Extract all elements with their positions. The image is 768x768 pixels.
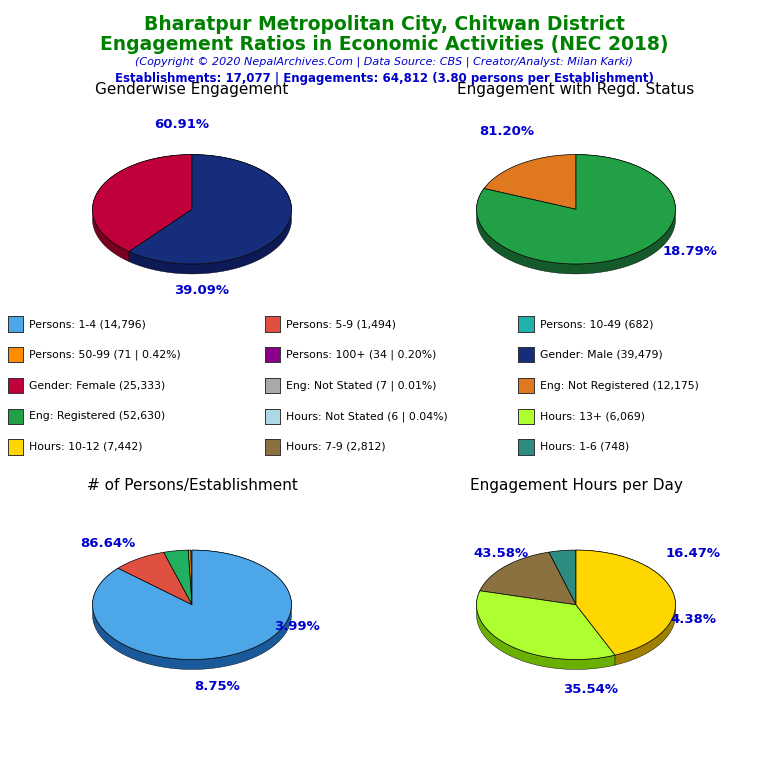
Title: Engagement Hours per Day: Engagement Hours per Day <box>469 478 683 493</box>
Polygon shape <box>476 154 676 274</box>
Polygon shape <box>576 550 676 665</box>
Polygon shape <box>190 550 192 605</box>
Polygon shape <box>549 550 576 605</box>
Text: Hours: Not Stated (6 | 0.04%): Hours: Not Stated (6 | 0.04%) <box>286 411 449 422</box>
Text: 35.54%: 35.54% <box>564 683 618 696</box>
Title: # of Persons/Establishment: # of Persons/Establishment <box>87 478 297 493</box>
Polygon shape <box>92 154 192 262</box>
Polygon shape <box>164 550 192 605</box>
Text: Establishments: 17,077 | Engagements: 64,812 (3.80 persons per Establishment): Establishments: 17,077 | Engagements: 64… <box>114 72 654 85</box>
Text: Hours: 7-9 (2,812): Hours: 7-9 (2,812) <box>286 442 386 452</box>
Title: Engagement with Regd. Status: Engagement with Regd. Status <box>458 82 694 98</box>
Text: Hours: 10-12 (7,442): Hours: 10-12 (7,442) <box>29 442 143 452</box>
Text: (Copyright © 2020 NepalArchives.Com | Data Source: CBS | Creator/Analyst: Milan : (Copyright © 2020 NepalArchives.Com | Da… <box>135 56 633 67</box>
Text: 3.99%: 3.99% <box>273 621 319 633</box>
Text: Persons: 10-49 (682): Persons: 10-49 (682) <box>540 319 654 329</box>
Polygon shape <box>92 154 192 252</box>
Polygon shape <box>92 550 292 660</box>
Text: 16.47%: 16.47% <box>666 547 721 560</box>
Polygon shape <box>576 550 676 655</box>
Text: 60.91%: 60.91% <box>154 118 210 131</box>
Polygon shape <box>476 154 676 264</box>
Polygon shape <box>484 154 576 210</box>
Text: 4.38%: 4.38% <box>670 613 717 626</box>
Text: 18.79%: 18.79% <box>663 244 718 257</box>
Polygon shape <box>476 591 615 660</box>
Polygon shape <box>92 550 292 670</box>
Text: Hours: 13+ (6,069): Hours: 13+ (6,069) <box>540 411 645 422</box>
Text: 81.20%: 81.20% <box>479 125 534 138</box>
Polygon shape <box>188 550 192 605</box>
Polygon shape <box>118 552 192 605</box>
Polygon shape <box>480 552 576 605</box>
Title: Genderwise Engagement: Genderwise Engagement <box>95 82 289 98</box>
Text: Persons: 50-99 (71 | 0.42%): Persons: 50-99 (71 | 0.42%) <box>29 349 181 360</box>
Text: 43.58%: 43.58% <box>474 547 529 560</box>
Text: 86.64%: 86.64% <box>80 537 135 550</box>
Polygon shape <box>476 591 615 670</box>
Text: Engagement Ratios in Economic Activities (NEC 2018): Engagement Ratios in Economic Activities… <box>100 35 668 54</box>
Text: Persons: 100+ (34 | 0.20%): Persons: 100+ (34 | 0.20%) <box>286 349 437 360</box>
Text: Eng: Not Registered (12,175): Eng: Not Registered (12,175) <box>540 380 699 391</box>
Text: 8.75%: 8.75% <box>194 680 240 693</box>
Text: Gender: Male (39,479): Gender: Male (39,479) <box>540 349 663 360</box>
Polygon shape <box>129 154 292 274</box>
Text: 39.09%: 39.09% <box>174 284 230 297</box>
Text: Eng: Registered (52,630): Eng: Registered (52,630) <box>29 411 165 422</box>
Text: Persons: 1-4 (14,796): Persons: 1-4 (14,796) <box>29 319 146 329</box>
Text: Hours: 1-6 (748): Hours: 1-6 (748) <box>540 442 629 452</box>
Text: Persons: 5-9 (1,494): Persons: 5-9 (1,494) <box>286 319 396 329</box>
Polygon shape <box>129 154 292 264</box>
Text: Bharatpur Metropolitan City, Chitwan District: Bharatpur Metropolitan City, Chitwan Dis… <box>144 15 624 35</box>
Text: Eng: Not Stated (7 | 0.01%): Eng: Not Stated (7 | 0.01%) <box>286 380 437 391</box>
Text: Gender: Female (25,333): Gender: Female (25,333) <box>29 380 165 391</box>
